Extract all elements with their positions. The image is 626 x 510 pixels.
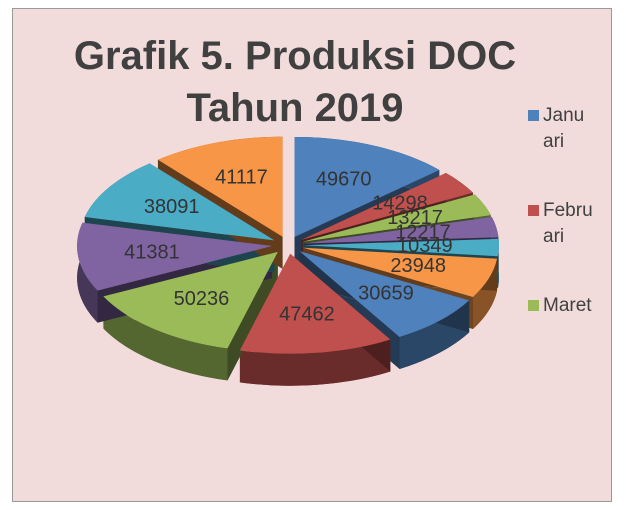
legend-label: Maret bbox=[543, 295, 592, 316]
data-label: 14298 bbox=[372, 193, 428, 215]
slice bbox=[294, 136, 440, 237]
slice bbox=[299, 251, 470, 337]
data-label: 13217 bbox=[387, 207, 443, 229]
slice bbox=[77, 222, 273, 291]
data-label: 12217 bbox=[395, 222, 451, 244]
slice bbox=[303, 247, 498, 297]
legend-swatch bbox=[528, 110, 539, 121]
slice bbox=[303, 216, 499, 244]
slice bbox=[84, 163, 275, 241]
slice bbox=[302, 194, 491, 242]
slice bbox=[301, 173, 473, 240]
data-label: 50236 bbox=[174, 288, 230, 310]
slice bbox=[303, 238, 499, 257]
chart-title: Grafik 5. Produksi DOC Tahun 2019 bbox=[73, 34, 517, 130]
data-label: 10349 bbox=[397, 235, 453, 257]
slice-edge bbox=[227, 251, 278, 381]
legend-swatch bbox=[528, 300, 539, 311]
legend-swatch bbox=[528, 205, 539, 216]
legend-label: Februari bbox=[543, 200, 593, 247]
slice-side bbox=[103, 296, 228, 381]
data-label: 38091 bbox=[144, 196, 200, 218]
data-label: 47462 bbox=[279, 303, 335, 325]
legend-label: Januari bbox=[543, 105, 585, 152]
legend-item: Maret bbox=[528, 293, 608, 319]
slice bbox=[103, 251, 278, 349]
data-label: 23948 bbox=[390, 255, 446, 277]
data-label: 41117 bbox=[215, 167, 268, 189]
data-label: 30659 bbox=[358, 283, 414, 305]
legend-item: Februari bbox=[528, 198, 608, 250]
data-label: 49670 bbox=[316, 169, 372, 191]
slice bbox=[239, 253, 391, 354]
slice-side bbox=[239, 339, 391, 386]
legend-item: Januari bbox=[528, 103, 608, 155]
data-label: 41381 bbox=[124, 241, 180, 263]
slice bbox=[157, 136, 283, 237]
